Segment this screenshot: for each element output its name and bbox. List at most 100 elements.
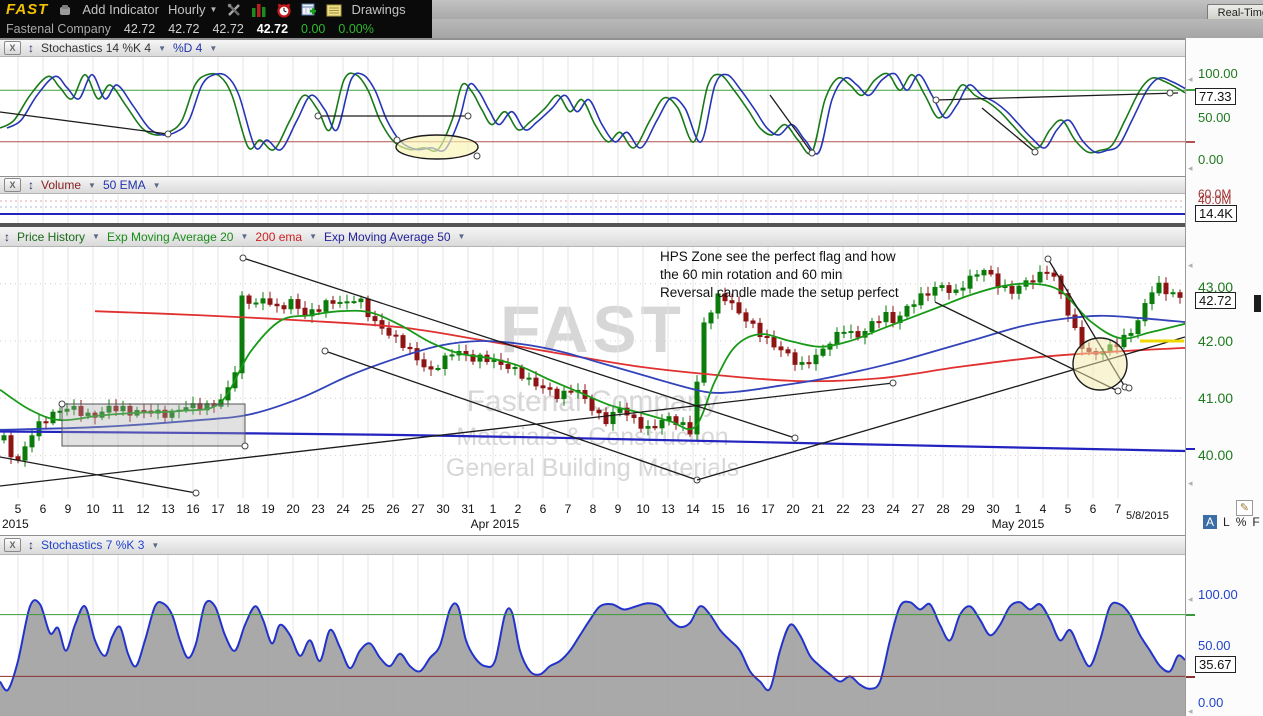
date-tick: 25: [361, 502, 375, 516]
chevron-down-icon: ▼: [457, 232, 466, 241]
chevron-down-icon: ▼: [240, 232, 249, 241]
date-tick: 20: [286, 502, 300, 516]
toolbar: FAST Add Indicator Hourly ▼: [0, 0, 1263, 21]
stoch14-50-label: 50.00: [1198, 110, 1231, 125]
scale-fixed-button[interactable]: F: [1252, 515, 1260, 529]
date-tick: 20: [786, 502, 800, 516]
move-panel-icon[interactable]: ↕: [28, 41, 34, 55]
edit-pencil-icon[interactable]: ✎: [1236, 500, 1253, 516]
chevron-down-icon: ▼: [209, 43, 218, 53]
date-tick: 2: [514, 502, 522, 516]
oversold-tick: [1186, 676, 1195, 678]
value-axis: ◂ 100.00 77.33 50.00 0.00 ◂ 60.0M 40.0M …: [1185, 38, 1263, 716]
ema20-label[interactable]: Exp Moving Average 20: [106, 229, 234, 244]
close-panel-button[interactable]: X: [4, 41, 21, 55]
date-tick: 24: [336, 502, 350, 516]
scroll-arrow-icon[interactable]: ◂: [1188, 163, 1193, 173]
date-tick: 9: [64, 502, 72, 516]
toolbar-left: FAST Add Indicator Hourly ▼: [0, 0, 432, 19]
notes-icon[interactable]: [326, 2, 342, 18]
stoch14-plot[interactable]: [0, 57, 1185, 176]
date-tick: 23: [861, 502, 875, 516]
stoch7-50-label: 50.00: [1198, 638, 1231, 653]
stoch14-header: X ↕ Stochastics 14 %K 4 ▼ %D 4 ▼: [0, 40, 1185, 57]
date-tick: 16: [186, 502, 200, 516]
chevron-down-icon: ▼: [92, 232, 100, 241]
date-tick: 5: [14, 502, 22, 516]
date-tick: 7: [564, 502, 572, 516]
move-panel-icon[interactable]: ↕: [28, 178, 34, 192]
move-panel-icon[interactable]: ↕: [4, 229, 10, 244]
date-tick: 9: [614, 502, 622, 516]
close-panel-button[interactable]: X: [4, 538, 21, 552]
scroll-arrow-icon[interactable]: ◂: [1188, 594, 1193, 604]
stoch14-d-label[interactable]: %D 4: [172, 41, 203, 55]
date-tick: 21: [811, 502, 825, 516]
panel-splitter[interactable]: [0, 223, 1185, 227]
ema50-label[interactable]: Exp Moving Average 50: [324, 229, 451, 244]
price-marker[interactable]: [1254, 295, 1261, 312]
volume-plot[interactable]: [0, 194, 1185, 223]
price-history-label[interactable]: Price History: [17, 229, 86, 244]
app-logo: FAST: [6, 1, 49, 18]
scale-arithmetic-button[interactable]: A: [1203, 515, 1218, 529]
scroll-arrow-icon[interactable]: ◂: [1188, 478, 1193, 488]
date-tick: 30: [436, 502, 450, 516]
price-40-label: 40.00: [1198, 447, 1234, 463]
price-plot[interactable]: FAST Fastenal Company Materials & Constr…: [0, 247, 1185, 498]
date-tick: 27: [911, 502, 925, 516]
stoch14-indicator-label[interactable]: Stochastics 14 %K 4: [41, 41, 152, 55]
add-indicator-button[interactable]: Add Indicator: [82, 2, 159, 17]
alarm-clock-icon[interactable]: [276, 2, 292, 18]
volume-indicator-label[interactable]: Volume: [41, 178, 82, 192]
last-date-label: 5/8/2015: [1126, 510, 1169, 522]
scale-percent-button[interactable]: %: [1235, 515, 1247, 529]
apr-label: Apr 2015: [470, 517, 520, 531]
date-tick: 6: [39, 502, 47, 516]
timeframe-dropdown[interactable]: Hourly ▼: [168, 2, 218, 17]
price-42-label: 42.00: [1198, 333, 1234, 349]
date-tick: 11: [111, 502, 125, 516]
date-tick: 19: [261, 502, 275, 516]
date-tick: 31: [461, 502, 475, 516]
quote-bar: Fastenal Company 42.72 42.72 42.72 42.72…: [0, 19, 1263, 38]
quote-info: Fastenal Company 42.72 42.72 42.72 42.72…: [0, 19, 432, 38]
date-tick: 29: [961, 502, 975, 516]
timeframe-label: Hourly: [167, 2, 206, 17]
move-panel-icon[interactable]: ↕: [28, 538, 34, 552]
tools-icon[interactable]: [226, 2, 242, 18]
scroll-arrow-icon[interactable]: ◂: [1188, 706, 1193, 716]
date-tick: 7: [1114, 502, 1122, 516]
date-tick: 17: [761, 502, 775, 516]
date-tick: 30: [986, 502, 1000, 516]
scroll-arrow-icon[interactable]: ◂: [1188, 74, 1193, 84]
year-label: 2015: [2, 517, 29, 531]
date-tick: 26: [386, 502, 400, 516]
bar-chart-icon[interactable]: [251, 2, 267, 18]
date-tick: 15: [711, 502, 725, 516]
scroll-arrow-icon[interactable]: ◂: [1188, 260, 1193, 270]
overbought-tick: [1186, 614, 1195, 616]
volume-60m-label: 60.0M: [1198, 187, 1232, 201]
calendar-add-icon[interactable]: [301, 2, 317, 18]
hand-icon[interactable]: [57, 2, 73, 18]
chevron-down-icon: ▼: [209, 5, 218, 14]
date-tick: 1: [489, 502, 497, 516]
volume-current-value: 14.4K: [1195, 205, 1237, 222]
chevron-down-icon: ▼: [152, 180, 161, 190]
stoch7-plot[interactable]: [0, 555, 1185, 716]
ema200-label[interactable]: 200 ema: [255, 229, 303, 244]
volume-ema-label[interactable]: 50 EMA: [102, 178, 146, 192]
quote-change: 0.00: [301, 21, 326, 36]
stoch7-indicator-label[interactable]: Stochastics 7 %K 3: [41, 538, 145, 552]
scale-log-button[interactable]: L: [1223, 515, 1230, 529]
quote-change-pct: 0.00%: [338, 21, 374, 36]
chevron-down-icon: ▼: [151, 540, 160, 550]
drawings-button[interactable]: Drawings: [351, 2, 406, 17]
close-panel-button[interactable]: X: [4, 178, 21, 192]
date-tick: 13: [161, 502, 175, 516]
overbought-tick: [1186, 89, 1195, 91]
date-axis[interactable]: 5 6 9 10 11 12 13 16 17 18 19 20 23 24 25 26 27 30 31 1 2 6 7 8…: [0, 498, 1185, 535]
date-tick: 12: [136, 502, 150, 516]
realtime-button[interactable]: Real-Time: [1206, 4, 1263, 21]
